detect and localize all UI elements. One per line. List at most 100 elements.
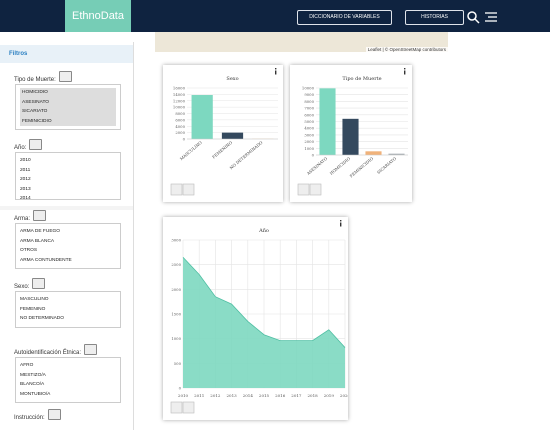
- option[interactable]: AFRO: [20, 363, 34, 368]
- y-tick-label: 6000: [304, 112, 314, 117]
- chart-card: Año 0 500 1000 1500 2000 2500 3000 2010 2011 2012 2…: [163, 217, 348, 420]
- x-tick-label: 2013: [227, 393, 238, 398]
- option[interactable]: ASESINATO: [20, 97, 116, 107]
- area: [183, 257, 345, 388]
- header-icons[interactable]: [466, 10, 506, 24]
- filter-label: Arma:: [14, 216, 31, 222]
- y-tick-label: 2500: [171, 262, 181, 267]
- options-list[interactable]: 2010 2011 2012 2013 2014: [15, 152, 121, 200]
- option[interactable]: 2013: [20, 186, 31, 192]
- y-tick-label: 16000: [173, 86, 186, 91]
- card-button[interactable]: [170, 401, 183, 414]
- card-button[interactable]: [182, 401, 195, 414]
- y-tick-label: 9000: [304, 92, 314, 97]
- map[interactable]: Leaflet | © OpenStreetMap contributors: [155, 32, 448, 52]
- option[interactable]: FEMENINO: [20, 306, 46, 312]
- y-tick-label: 2000: [175, 130, 185, 135]
- bar: [221, 132, 244, 139]
- x-tick-label: 2012: [210, 393, 221, 398]
- options-list[interactable]: MASCULINO FEMENINO NO DETERMINADO: [15, 291, 121, 328]
- option[interactable]: HOMICIDIO: [20, 88, 116, 98]
- option[interactable]: 2012: [20, 177, 31, 182]
- options-list[interactable]: ARMA DE FUEGO ARMA BLANCA OTROS ARMA CONTUN…: [15, 223, 121, 269]
- x-tick-label: 2014: [243, 393, 254, 398]
- x-tick-label: 2020: [340, 393, 348, 398]
- x-tick-label: 2015: [259, 393, 270, 398]
- filter-row: Arma:: [14, 207, 47, 225]
- option[interactable]: MONTUBIO/A: [20, 391, 51, 397]
- info-icon-bar: [275, 70, 277, 75]
- option[interactable]: ARMA DE FUEGO: [20, 229, 60, 234]
- bar: [319, 88, 336, 155]
- filter-label: Año:: [14, 145, 27, 151]
- edit-button[interactable]: [29, 139, 43, 151]
- edit-button[interactable]: [58, 71, 72, 83]
- filter-row: Instrucción:: [14, 406, 61, 424]
- y-tick-label: 14000: [173, 92, 186, 97]
- options-list[interactable]: HOMICIDIO ASESINATO SICARIATO FEMINICIDIO: [15, 84, 121, 130]
- option[interactable]: MESTIZO/A: [20, 372, 46, 378]
- option[interactable]: OTROS: [20, 248, 38, 253]
- option[interactable]: FEMINICIDIO: [20, 116, 116, 126]
- card-button[interactable]: [309, 183, 322, 196]
- card-button[interactable]: [297, 183, 310, 196]
- filter-label: Instrucción:: [14, 415, 45, 421]
- y-tick-label: 8000: [304, 99, 314, 104]
- info-icon-dot: [404, 68, 406, 70]
- y-tick-label: 500: [174, 361, 182, 366]
- option[interactable]: 2014: [20, 196, 31, 200]
- y-tick-label: 0: [312, 153, 315, 158]
- y-tick-label: 7000: [304, 106, 314, 111]
- filter-row: Sexo:: [14, 275, 46, 293]
- filter-label: Tipo de Muerte:: [14, 77, 56, 83]
- line: [182, 256, 346, 348]
- x-tick-label: 2018: [308, 393, 319, 398]
- nav-button[interactable]: DICCIONARIO DE VARIABLES: [297, 10, 392, 25]
- filter-row: Autoidentificación Étnica:: [14, 341, 98, 359]
- edit-button[interactable]: [32, 278, 46, 290]
- y-tick-label: 0: [183, 137, 186, 142]
- option[interactable]: SICARIATO: [20, 107, 116, 117]
- card-button[interactable]: [170, 183, 183, 196]
- bar: [191, 95, 213, 139]
- x-tick-label: 2011: [194, 393, 204, 398]
- filter-row: Tipo de Muerte:: [14, 68, 72, 86]
- option[interactable]: MASCULINO: [20, 297, 49, 302]
- info-icon-dot: [340, 220, 342, 222]
- info-icon-bar: [404, 70, 406, 75]
- edit-button[interactable]: [47, 409, 61, 421]
- bar: [388, 153, 405, 155]
- chart-title: Sexo: [226, 76, 238, 82]
- option[interactable]: ARMA BLANCA: [20, 238, 55, 244]
- x-tick-label: 2019: [324, 393, 335, 398]
- y-tick-label: 5000: [304, 119, 314, 124]
- filter-label: Autoidentificación Étnica:: [14, 350, 82, 356]
- y-tick-label: 1500: [171, 312, 181, 317]
- option[interactable]: 2011: [20, 167, 31, 173]
- y-tick-label: 2000: [304, 139, 314, 144]
- edit-button[interactable]: [84, 344, 98, 356]
- x-tick-label: 2016: [275, 393, 286, 398]
- divider: [0, 206, 133, 210]
- option[interactable]: 2010: [20, 158, 31, 163]
- nav-button[interactable]: HISTORIAS: [405, 10, 464, 25]
- y-tick-label: 0: [179, 386, 182, 391]
- y-tick-label: 10000: [302, 86, 315, 91]
- option[interactable]: NO DETERMINADO: [20, 316, 64, 321]
- edit-button[interactable]: [33, 210, 47, 222]
- y-tick-label: 3000: [304, 132, 314, 137]
- option[interactable]: ARMA CONTUNDENTE: [20, 257, 72, 263]
- card-button[interactable]: [182, 183, 195, 196]
- options-list[interactable]: AFRO MESTIZO/A BLANCO/A MONTUBIO/A: [15, 357, 121, 403]
- filters-title: Filtros: [0, 45, 133, 63]
- map-attribution: Leaflet | © OpenStreetMap contributors: [365, 47, 448, 52]
- brand[interactable]: EthnoData: [65, 0, 131, 32]
- chart-title: Año: [258, 227, 269, 234]
- x-tick-label: 2010: [178, 393, 189, 398]
- chart-title: Tipo de Muerte: [342, 76, 381, 82]
- bar: [365, 151, 382, 155]
- option[interactable]: BLANCO/A: [20, 382, 45, 387]
- info-icon-dot: [275, 68, 277, 70]
